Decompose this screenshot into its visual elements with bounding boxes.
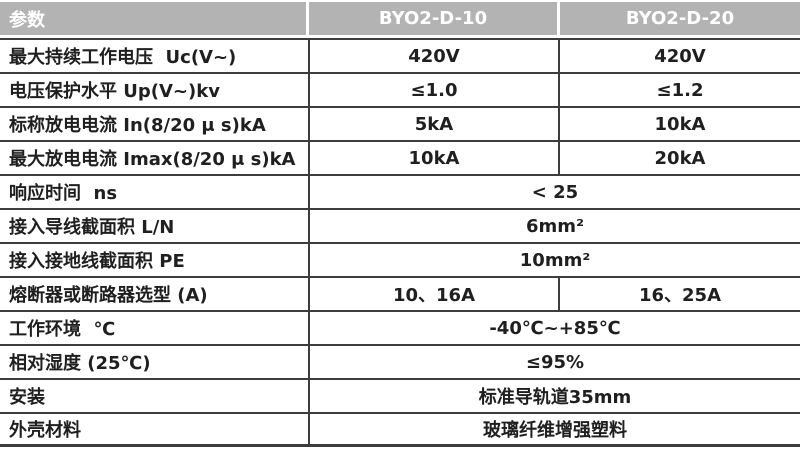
table-row: 最大持续工作电压 Uc(V~) 420V 420V <box>0 40 800 74</box>
table-row: 外壳材料 玻璃纤维增强塑料 <box>0 414 800 447</box>
row-value: 5kA <box>310 108 560 140</box>
row-value: -40℃~+85℃ <box>489 317 621 339</box>
row-label: 外壳材料 <box>0 414 310 444</box>
row-label: 接入导线截面积 L/N <box>0 210 310 242</box>
row-value: 6mm² <box>526 215 584 237</box>
row-label: 响应时间 ns <box>0 176 310 208</box>
header-divider <box>557 2 560 35</box>
row-label: 最大持续工作电压 Uc(V~) <box>0 40 310 72</box>
table-row: 接入导线截面积 L/N 6mm² <box>0 210 800 244</box>
table-row: 工作环境 ℃ -40℃~+85℃ <box>0 312 800 346</box>
header-body-gap <box>0 35 800 38</box>
table-row: 安装 标准导轨道35mm <box>0 380 800 414</box>
row-value: 标准导轨道35mm <box>478 387 632 408</box>
row-value: 10mm² <box>519 249 591 271</box>
row-label: 电压保护水平 Up(V~)kv <box>0 74 310 106</box>
row-value: ≤1.2 <box>656 79 704 101</box>
row-label: 最大放电电流 Imax(8/20 μ s)kA <box>0 142 310 174</box>
table-row: 相对湿度 (25℃) ≤95% <box>0 346 800 380</box>
table-row: 最大放电电流 Imax(8/20 μ s)kA 10kA 20kA <box>0 142 800 176</box>
header-cell-model-1: BYO2-D-10 <box>309 2 557 35</box>
row-value: 420V <box>310 40 560 72</box>
row-label: 安装 <box>0 380 310 412</box>
row-value: ≤1.0 <box>310 74 560 106</box>
row-value: < 25 <box>531 181 579 203</box>
row-value: 420V <box>654 45 706 67</box>
table-header-row: 参数 BYO2-D-10 BYO2-D-20 <box>0 0 800 35</box>
row-value: 16、25A <box>638 285 722 306</box>
row-value: 10、16A <box>310 278 560 310</box>
row-label: 标称放电电流 In(8/20 μ s)kA <box>0 108 310 140</box>
table-row: 电压保护水平 Up(V~)kv ≤1.0 ≤1.2 <box>0 74 800 108</box>
table-row: 标称放电电流 In(8/20 μ s)kA 5kA 10kA <box>0 108 800 142</box>
table-body: 最大持续工作电压 Uc(V~) 420V 420V 电压保护水平 Up(V~)k… <box>0 38 800 447</box>
header-cell-parameter: 参数 <box>0 2 306 35</box>
row-label: 接入接地线截面积 PE <box>0 244 310 276</box>
row-value: ≤95% <box>525 351 585 373</box>
table-row: 接入接地线截面积 PE 10mm² <box>0 244 800 278</box>
row-label: 相对湿度 (25℃) <box>0 346 310 378</box>
table-row: 熔断器或断路器选型 (A) 10、16A 16、25A <box>0 278 800 312</box>
row-value: 10kA <box>654 113 706 135</box>
row-label: 工作环境 ℃ <box>0 312 310 344</box>
table-row: 响应时间 ns < 25 <box>0 176 800 210</box>
header-divider <box>306 2 309 35</box>
row-value: 10kA <box>310 142 560 174</box>
row-label: 熔断器或断路器选型 (A) <box>0 278 310 310</box>
row-value: 20kA <box>654 147 706 169</box>
header-cell-model-2: BYO2-D-20 <box>560 2 800 35</box>
row-value: 玻璃纤维增强塑料 <box>483 420 627 441</box>
